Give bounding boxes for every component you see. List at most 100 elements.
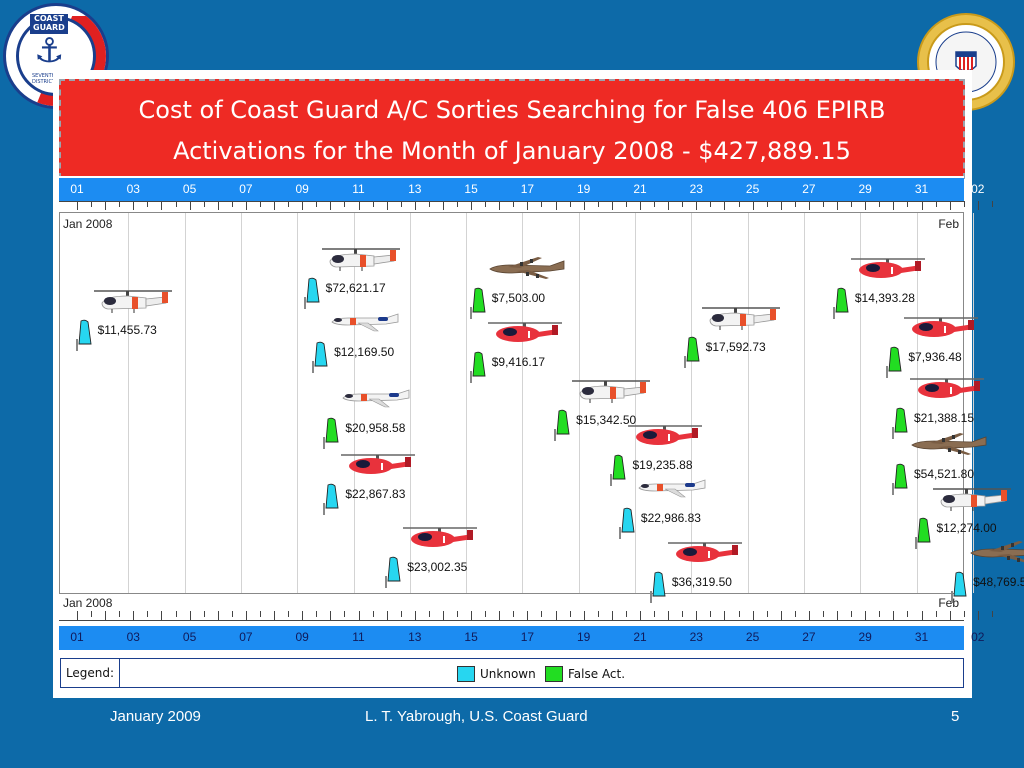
axis-tick (583, 611, 585, 620)
axis-tick (161, 611, 163, 620)
legend-swatch-unknown (457, 666, 475, 682)
axis-tick (682, 611, 684, 617)
end-month-label-bottom: Feb (938, 596, 959, 610)
axis-tick (977, 201, 979, 210)
axis-tick (780, 611, 782, 620)
axis-tick (442, 611, 444, 620)
axis-tick (766, 201, 768, 207)
helicopter-dolphin-icon (339, 451, 417, 481)
axis-tick (316, 611, 318, 617)
sortie-marker (554, 409, 570, 442)
axis-tick (625, 611, 627, 617)
axis-day-label: 29 (858, 630, 872, 644)
logo-district-text: SEVENTH DISTRICT (32, 73, 56, 85)
helicopter-dolphin-icon (849, 255, 927, 285)
legend: Legend: Unknown False Act. (60, 658, 964, 688)
sortie-cost-label: $22,867.83 (345, 486, 406, 501)
sortie-marker (312, 341, 328, 373)
axis-tick (851, 201, 853, 207)
axis-tick (414, 201, 416, 210)
axis-tick (752, 201, 754, 210)
gridline (972, 213, 974, 593)
gridline (128, 213, 130, 593)
axis-tick (611, 201, 613, 210)
axis-tick (640, 201, 641, 210)
axis-day-label: 27 (802, 630, 816, 644)
sortie-cost-label: $48,769.50 (973, 575, 1024, 590)
axis-tick (189, 611, 191, 620)
sortie-marker (618, 507, 635, 540)
axis-tick (907, 201, 909, 207)
sortie-cost-label: $36,319.50 (671, 575, 732, 590)
sortie-marker (323, 417, 339, 449)
axis-tick (541, 611, 543, 617)
axis-tick (189, 201, 191, 210)
axis-tick (147, 611, 149, 617)
axis-tick (77, 611, 78, 620)
axis-tick (231, 201, 233, 207)
axis-tick (738, 611, 740, 617)
axis-tick (977, 611, 979, 620)
axis-tick (893, 201, 895, 210)
legend-label-unknown: Unknown (480, 667, 536, 681)
footer-date: January 2009 (110, 708, 201, 725)
axis-tick (893, 611, 895, 620)
axis-day-label: 23 (689, 182, 703, 196)
axis-tick (837, 611, 839, 620)
axis-tick (597, 611, 599, 617)
axis-tick (344, 611, 346, 617)
axis-tick (738, 201, 740, 207)
axis-tick (316, 201, 318, 207)
axis-tick (541, 201, 543, 207)
axis-tick (527, 201, 529, 210)
gridline (691, 213, 693, 593)
axis-day-label: 07 (239, 182, 253, 196)
axis-tick (372, 201, 374, 207)
chart-panel: Cost of Coast Guard A/C Sorties Searchin… (53, 70, 1024, 698)
gridline (803, 213, 805, 593)
footer-author: L. T. Yabrough, U.S. Coast Guard (365, 708, 588, 725)
jet-falcon-icon (635, 475, 709, 503)
gridline (184, 213, 186, 593)
axis-tick (119, 201, 121, 207)
axis-tick (752, 611, 754, 620)
chart-title-line1: Cost of Coast Guard A/C Sorties Searchin… (138, 96, 886, 124)
axis-tick (808, 611, 810, 620)
axis-day-label: 25 (745, 182, 760, 196)
axis-tick (654, 201, 656, 207)
axis-tick (91, 611, 93, 617)
axis-tick (499, 201, 501, 210)
legend-label-false-act: False Act. (568, 667, 626, 681)
axis-tick (963, 201, 965, 207)
sortie-marker (610, 454, 626, 486)
axis-tick (837, 201, 839, 210)
axis-day-label: 03 (126, 630, 140, 644)
sortie-marker (649, 571, 666, 604)
axis-tick (400, 201, 402, 207)
axis-tick (513, 611, 515, 617)
axis-tick (949, 611, 951, 620)
axis-tick (386, 201, 388, 210)
axis-tick (682, 201, 684, 207)
axis-tick (344, 201, 346, 207)
helicopter-jayhawk-icon (570, 377, 652, 409)
sortie-marker (683, 336, 700, 368)
helicopter-dolphin-icon (666, 539, 744, 569)
chart-title: Cost of Coast Guard A/C Sorties Searchin… (59, 79, 965, 179)
coast-guard-district-logo: ⚓ COAST GUARD SEVENTH DISTRICT (3, 3, 109, 109)
sortie-cost-label: $11,455.73 (97, 322, 157, 337)
helicopter-jayhawk-icon (92, 287, 174, 319)
sortie-marker (951, 571, 967, 604)
legend-swatch-false-act (545, 666, 563, 682)
gridline (747, 213, 749, 593)
axis-tick (794, 201, 796, 207)
axis-tick (133, 611, 135, 620)
axis-tick (485, 611, 487, 617)
axis-tick (949, 201, 951, 210)
gridline (578, 213, 580, 593)
sortie-marker (75, 319, 92, 351)
axis-day-label: 15 (464, 182, 478, 196)
axis-tick (963, 611, 965, 617)
axis-day-label: 21 (633, 630, 647, 644)
axis-tick (414, 611, 416, 620)
